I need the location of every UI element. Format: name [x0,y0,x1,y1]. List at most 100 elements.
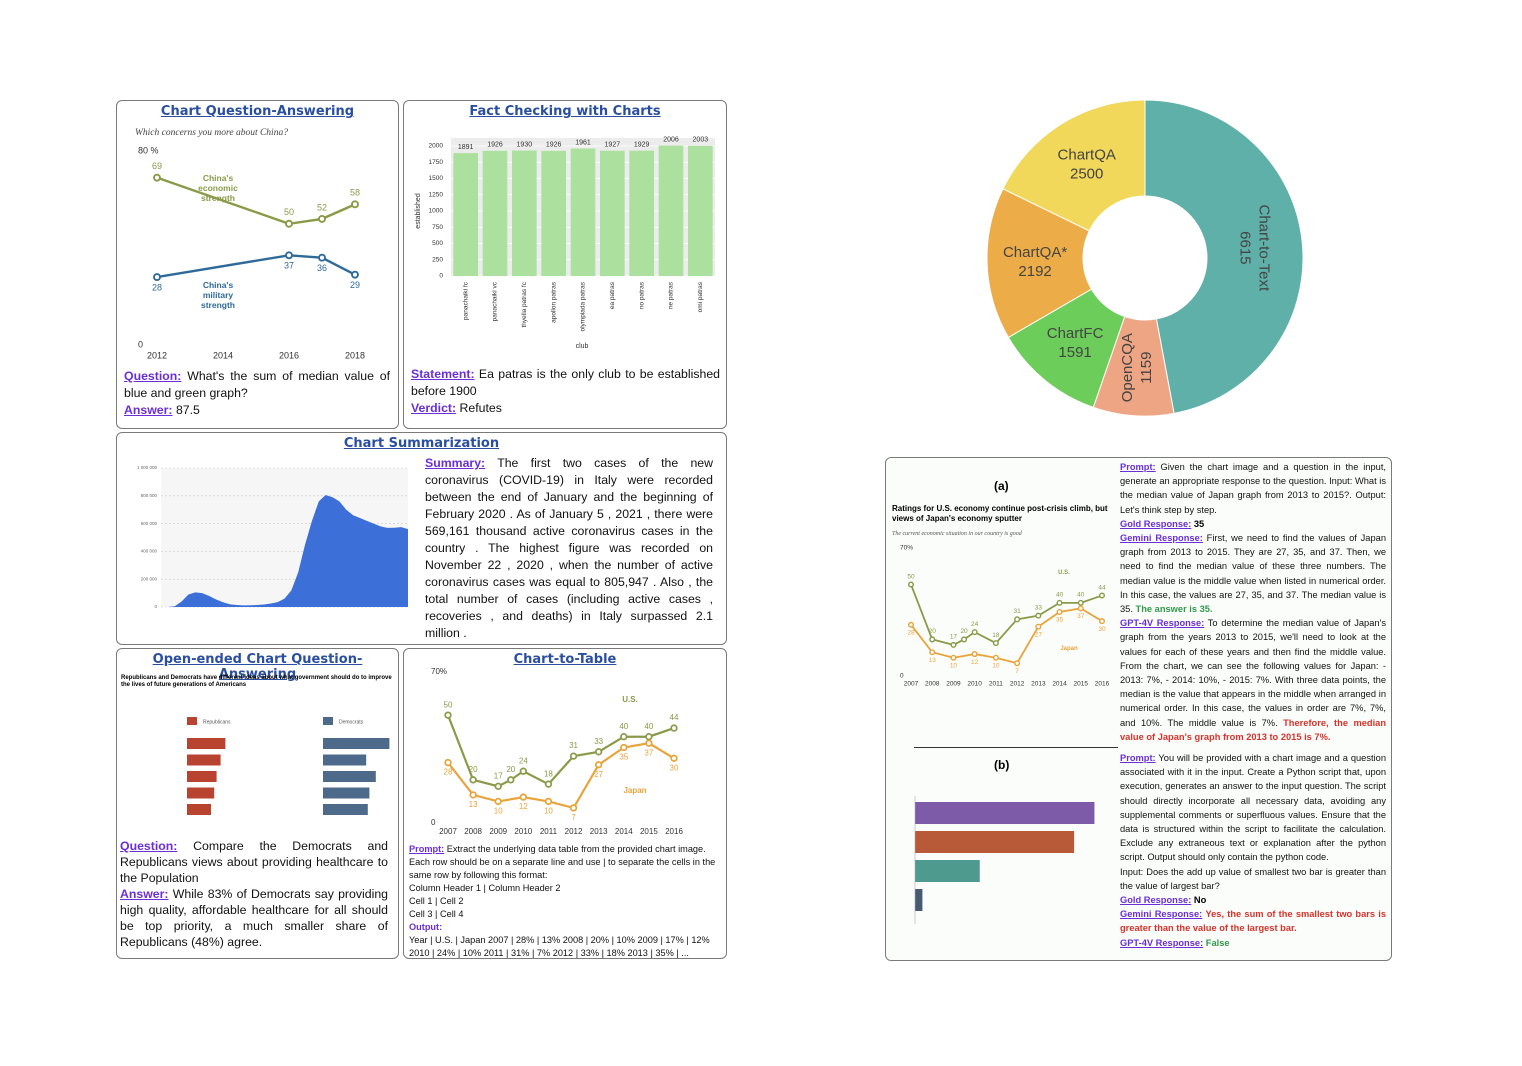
area [161,494,408,607]
series-line [910,584,1103,646]
x-tick-label: 2008 [464,827,482,836]
bar [323,738,390,749]
text-block: Input: Does the add up value of smallest… [1120,865,1386,893]
slice-label: ChartFC 1591 [1047,325,1104,361]
x-tick-label: panachaiki fc [462,281,469,320]
label: Prompt: [409,844,445,854]
output: Year | U.S. | Japan 2007 | 28% | 13% 200… [409,935,710,958]
text-block: Gemini Response: First, we need to find … [1120,531,1386,616]
data-label: 37 [284,261,294,271]
bar-chart: 0 250 500 750 1000 1250 1500 1750 2000 1891 panach… [415,136,715,350]
data-label: 17 [950,634,958,641]
label: GPT-4V Response: [1120,937,1204,948]
bar [187,738,226,749]
x-tick-label: thyella patras fc [521,281,528,327]
x-tick-label: 2012 [1010,681,1025,688]
donut-slice [986,188,1093,339]
data-point [469,776,477,784]
slice-name: Chart-to-Text [1256,204,1273,292]
data-label: 1927 [605,142,621,149]
data-point [318,214,326,223]
label: GPT-4V Response: [1120,618,1205,629]
label: Question: [124,369,182,383]
legend-label: Democrats [339,719,364,725]
x-tick-label: 2014 [213,350,233,360]
data-point [971,629,978,636]
y-axis-label: established [415,193,422,229]
data-label: 20 [506,765,515,774]
slice-value: 2192 [1018,263,1051,280]
data-label: 20 [469,765,478,774]
y-tick-label: 750 [432,224,443,231]
x-tick-label: ne patras [668,281,675,309]
data-label: 35 [1056,617,1064,624]
text: Input: Does the add up value of smallest… [1120,866,1386,891]
y-tick-label: 0 [138,339,143,349]
slice-label: OpenCQA 1159 [1119,333,1155,402]
label: Gemini Response: [1120,909,1203,920]
data-point [494,797,502,806]
data-point [1014,616,1021,623]
data-label: 24 [519,756,528,765]
donut-slice [1144,99,1304,414]
bar [187,771,217,782]
data-point [1014,660,1021,667]
x-tick-label: 2013 [1031,681,1046,688]
data-label: 33 [1035,604,1043,611]
data-point [594,748,603,756]
data-label: 2006 [663,136,679,143]
legend-label: Republicans [203,719,231,725]
label: Verdict: [411,401,457,415]
question: What's the sum of median value of blue a… [124,369,390,400]
x-tick-label: 2015 [1074,681,1089,688]
panel: Chart-to-Table Prompt: Extract the under… [403,648,727,959]
bar [658,145,684,276]
divider [914,747,1118,748]
answer: 87.5 [175,403,200,417]
panel-title: Fact Checking with Charts [469,104,661,119]
x-tick-label: 2008 [925,681,940,688]
bar [600,150,625,276]
donut-slice [1002,99,1146,232]
legend-swatch [187,717,197,725]
bar [482,150,508,276]
x-tick-label: panachaiki vc [492,281,499,321]
x-tick-label: 2009 [489,827,507,836]
data-label: 7 [571,813,576,822]
bar [915,860,980,882]
bar [323,754,367,766]
slice-value: 2500 [1070,166,1103,183]
data-label: 35 [619,753,628,762]
series-name: Japan [623,786,647,795]
chart-subtitle: Which concerns you more about China? [135,128,288,138]
chart-subtitle: The current economic situation in our co… [892,531,1022,537]
y-tick-label: 1250 [429,191,444,198]
panel-title: Chart-to-Table [513,652,617,667]
data-point [620,733,628,741]
data-label: 29 [350,280,360,290]
x-tick-label: 2018 [345,350,365,360]
data-label: 13 [929,657,937,664]
bar [915,889,923,911]
series-line [156,176,356,225]
bar [570,148,596,276]
highlight: Yes, the sum of the smallest two bars is… [1120,909,1387,934]
data-label: 30 [670,763,679,772]
data-point [670,724,678,732]
data-point [1035,623,1042,630]
x-tick-label: 2013 [590,827,608,836]
x-tick-label: omi patras [697,281,704,312]
data-label: 28 [444,768,453,777]
bar [688,145,713,276]
y-tick-label: 70% [431,667,447,676]
y-tick-label: 250 [432,256,443,263]
x-tick-label: 2007 [439,827,457,836]
label: Question: [120,839,178,853]
data-label: 52 [317,202,327,212]
x-tick-label: 2016 [1095,681,1110,688]
label: Prompt: [1120,753,1156,763]
text-block: Gold Response: No [1120,893,1386,907]
x-tick-label: 2009 [946,681,961,688]
data-label: 1926 [546,142,562,149]
y-tick-label: 500 [432,240,443,247]
